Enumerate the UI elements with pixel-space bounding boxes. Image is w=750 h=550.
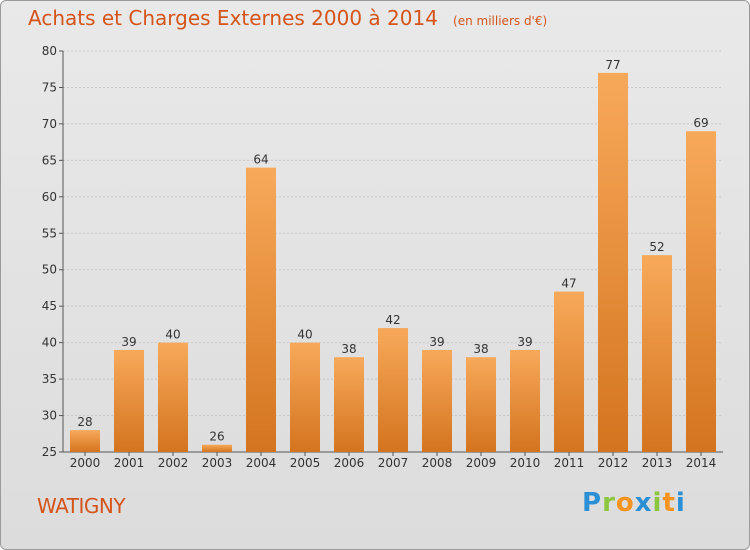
bar-value-label: 38 [473,342,488,356]
logo-letter: i [652,488,663,518]
bar-value-label: 69 [693,116,708,130]
bar-value-label: 47 [561,277,576,291]
bar [334,357,364,452]
logo-letter: i [675,488,686,518]
chart-title-block: Achats et Charges Externes 2000 à 2014 (… [28,6,547,30]
y-tick-label: 70 [42,117,57,131]
y-tick-label: 80 [42,44,57,58]
x-tick-label: 2003 [202,456,233,470]
bar-value-label: 26 [209,430,224,444]
x-tick-label: 2008 [422,456,453,470]
bar-value-label: 39 [429,335,444,349]
logo-letter: P [582,488,603,518]
bar-value-label: 28 [77,415,92,429]
commune-name: WATIGNY [37,494,126,518]
logo-letter: o [615,488,635,518]
bar [642,255,672,452]
bar-value-label: 42 [385,313,400,327]
bar-value-label: 40 [165,328,180,342]
x-tick-label: 2011 [554,456,585,470]
y-tick-label: 55 [42,226,57,240]
y-tick-label: 30 [42,409,57,423]
proxiti-logo: Proxiti [582,488,686,518]
x-tick-label: 2005 [290,456,321,470]
x-tick-label: 2007 [378,456,409,470]
x-tick-label: 2001 [114,456,145,470]
bar-value-label: 39 [121,335,136,349]
x-tick-label: 2010 [510,456,541,470]
chart-subtitle: (en milliers d'€) [453,14,548,28]
x-tick-label: 2009 [466,456,497,470]
x-tick-label: 2012 [598,456,629,470]
bar [70,430,100,452]
x-tick-label: 2002 [158,456,189,470]
bar [554,291,584,452]
y-tick-label: 75 [42,80,57,94]
bar [202,444,232,452]
bar [466,357,496,452]
chart-title: Achats et Charges Externes 2000 à 2014 [28,6,438,30]
x-tick-label: 2006 [334,456,365,470]
y-tick-label: 35 [42,372,57,386]
logo-letter: r [602,488,616,518]
bars [70,72,716,452]
y-tick-label: 60 [42,190,57,204]
labels: 25 30 35 40 45 50 55 60 65 70 75 80 28 2000 39 2001 40 20… [42,44,717,470]
y-tick-label: 45 [42,299,57,313]
x-tick-label: 2000 [70,456,101,470]
bar [114,349,144,452]
logo-letter: x [634,488,653,518]
bar-value-label: 77 [605,58,620,72]
bar-value-label: 52 [649,240,664,254]
y-tick-label: 50 [42,263,57,277]
y-tick-label: 40 [42,336,57,350]
bar [686,131,716,452]
bar-value-label: 38 [341,342,356,356]
bar [422,349,452,452]
x-tick-label: 2004 [246,456,277,470]
x-tick-label: 2014 [686,456,717,470]
bar-value-label: 39 [517,335,532,349]
bar-value-label: 64 [253,153,268,167]
bar [378,328,408,452]
logo-letter: t [662,488,676,518]
y-tick-label: 25 [42,445,57,459]
bar-value-label: 40 [297,328,312,342]
x-tick-label: 2013 [642,456,673,470]
bar [158,342,188,452]
bar [598,72,628,452]
bar [510,349,540,452]
y-tick-label: 65 [42,153,57,167]
bar [246,167,276,452]
bar [290,342,320,452]
